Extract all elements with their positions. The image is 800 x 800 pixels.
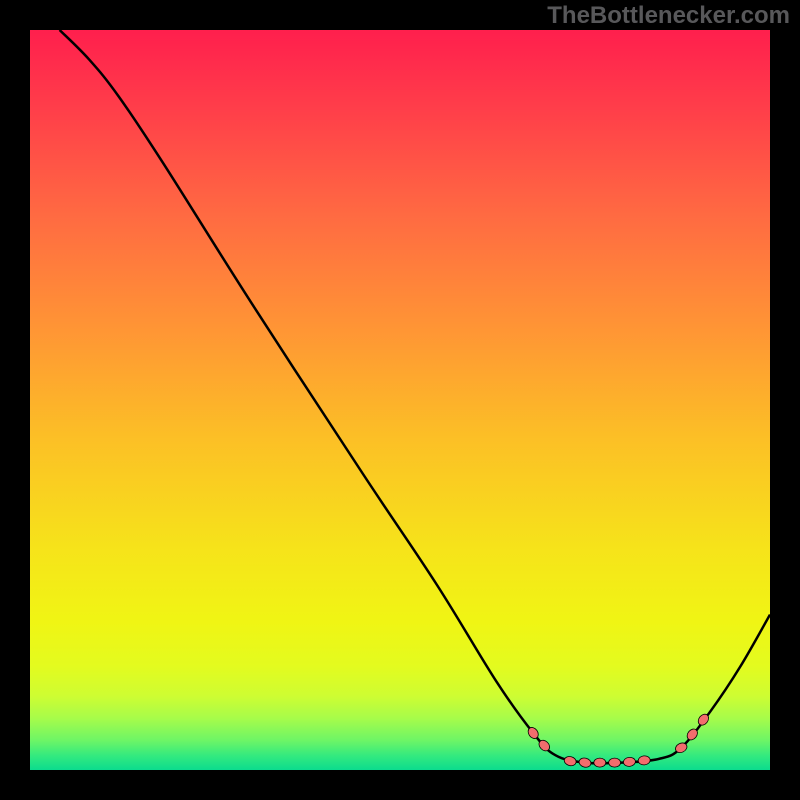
attribution-text: TheBottlenecker.com bbox=[547, 2, 790, 30]
plot-area bbox=[30, 30, 770, 770]
marker-dot bbox=[594, 758, 606, 767]
chart-frame: TheBottlenecker.com bbox=[0, 0, 800, 800]
gradient-background bbox=[30, 30, 770, 770]
chart-svg bbox=[30, 30, 770, 770]
marker-dot bbox=[609, 758, 621, 767]
